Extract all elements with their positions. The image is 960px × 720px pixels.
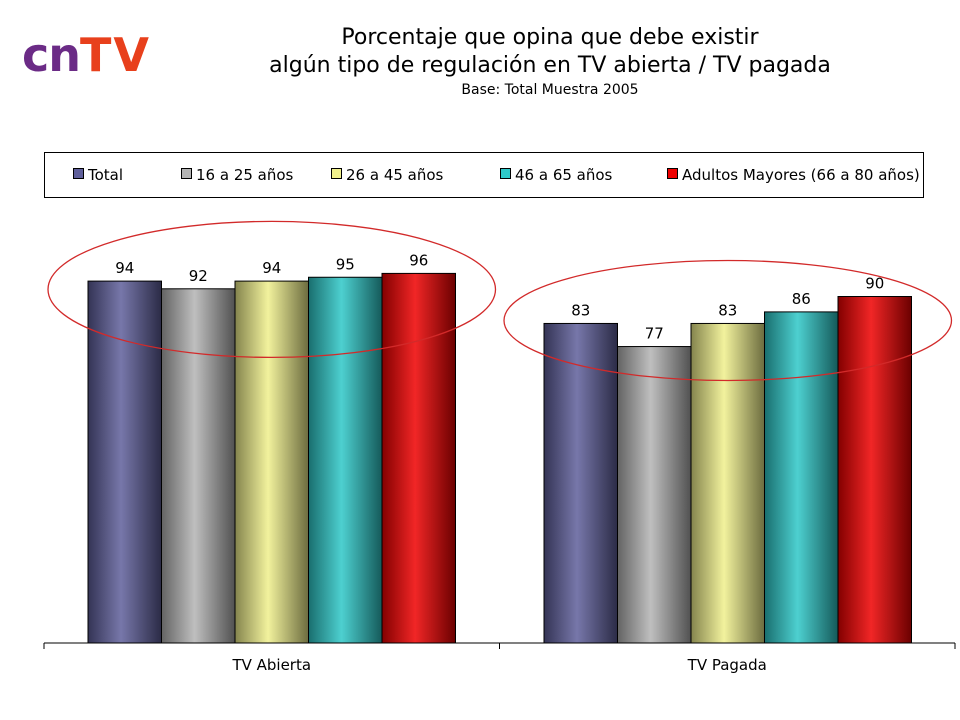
bar-value-label: 83	[571, 301, 590, 319]
legend-swatch	[331, 168, 342, 179]
chart-subtitle: Base: Total Muestra 2005	[461, 82, 639, 98]
legend-item: Adultos Mayores (66 a 80 años)	[667, 166, 920, 184]
legend-item: 46 a 65 años	[500, 166, 612, 184]
bar	[764, 311, 839, 644]
legend-item: 26 a 45 años	[331, 166, 443, 184]
annotation-layer	[47, 220, 953, 382]
bar-value-label: 92	[189, 267, 208, 285]
axis-layer: TV Abierta TV Pagada	[43, 642, 956, 674]
legend-label: Adultos Mayores (66 a 80 años)	[682, 166, 920, 184]
bar	[690, 322, 765, 644]
bar-value-label: 90	[865, 275, 884, 293]
bars-layer	[87, 272, 912, 644]
bar	[234, 280, 309, 644]
cntv-logo: cnTV	[22, 30, 151, 80]
bar	[837, 296, 912, 644]
bar-value-label: 95	[336, 255, 355, 273]
labels-layer: 94 92 94 95 96 83 77 83 86 90	[115, 251, 884, 342]
bar	[161, 288, 236, 644]
bar	[617, 346, 692, 644]
bar-value-label: 96	[409, 251, 428, 269]
bar-value-label: 94	[262, 259, 281, 277]
bar-value-label: 83	[718, 301, 737, 319]
highlight-ellipse	[503, 259, 953, 382]
highlight-ellipse	[47, 220, 497, 359]
legend-label: 46 a 65 años	[515, 166, 613, 184]
logo-part-cn: cn	[22, 28, 81, 82]
legend-item: Total	[73, 166, 123, 184]
chart-title-block: Porcentaje que opina que debe existir al…	[200, 24, 900, 100]
legend-swatch	[667, 168, 678, 179]
chart-legend: Total 16 a 25 años 26 a 45 años 46 a 65 año…	[44, 152, 924, 198]
bar	[381, 272, 456, 644]
logo-part-tv: TV	[80, 28, 151, 82]
bar-value-label: 77	[645, 325, 664, 343]
chart-title-line-1: Porcentaje que opina que debe existir	[341, 25, 759, 50]
bar	[87, 280, 162, 644]
bar-value-label: 94	[115, 259, 134, 277]
x-tick-label: TV Pagada	[687, 656, 767, 674]
legend-label: Total	[88, 166, 124, 184]
bar	[308, 276, 383, 644]
legend-label: 16 a 25 años	[196, 166, 294, 184]
x-tick-label: TV Abierta	[231, 656, 311, 674]
legend-swatch	[500, 168, 511, 179]
legend-swatch	[73, 168, 84, 179]
bar-value-label: 86	[792, 290, 811, 308]
chart-title-line-2: algún tipo de regulación en TV abierta /…	[269, 53, 831, 78]
legend-swatch	[181, 168, 192, 179]
legend-label: 26 a 45 años	[346, 166, 444, 184]
legend-item: 16 a 25 años	[181, 166, 293, 184]
